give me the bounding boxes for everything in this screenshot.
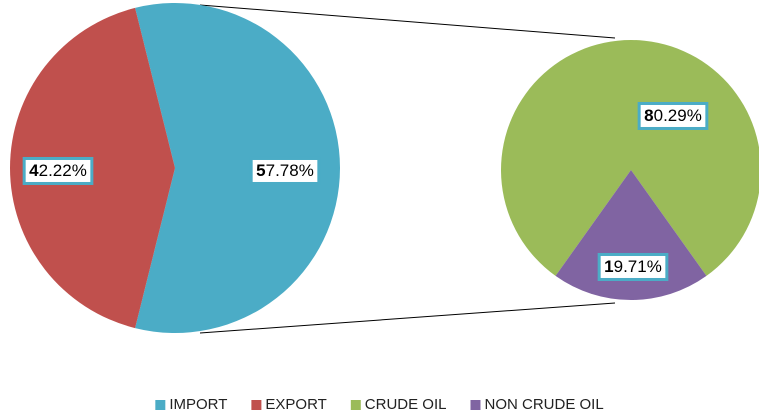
connector-line [199,4,616,39]
legend-label: CRUDE OIL [365,396,447,413]
connector-line [199,302,616,334]
data-label-box [22,156,94,185]
data-label-group: 57.78% [249,156,321,185]
data-label-group: 42.22% [22,156,94,185]
data-label: 80.29% [644,106,702,125]
pie-slice [501,40,759,276]
legend-swatch [470,400,481,410]
data-label-group: 80.29% [637,101,709,130]
legend: IMPORT EXPORT CRUDE OIL NON CRUDE OIL [155,396,604,413]
legend-label: EXPORT [265,396,326,413]
data-label: 42.22% [29,161,87,180]
legend-label: NON CRUDE OIL [484,396,603,413]
legend-swatch [155,400,166,410]
data-label-box [597,252,669,281]
pie-slice [135,2,341,333]
data-label-group: 19.71% [597,252,669,281]
legend-swatch [350,400,361,410]
data-label-box [637,101,709,130]
data-label: 19.71% [604,257,662,276]
legend-label: IMPORT [169,396,227,413]
data-label: 57.78% [256,161,314,180]
data-label-box [249,156,321,185]
legend-swatch [251,400,262,410]
pie-slice [555,170,707,300]
